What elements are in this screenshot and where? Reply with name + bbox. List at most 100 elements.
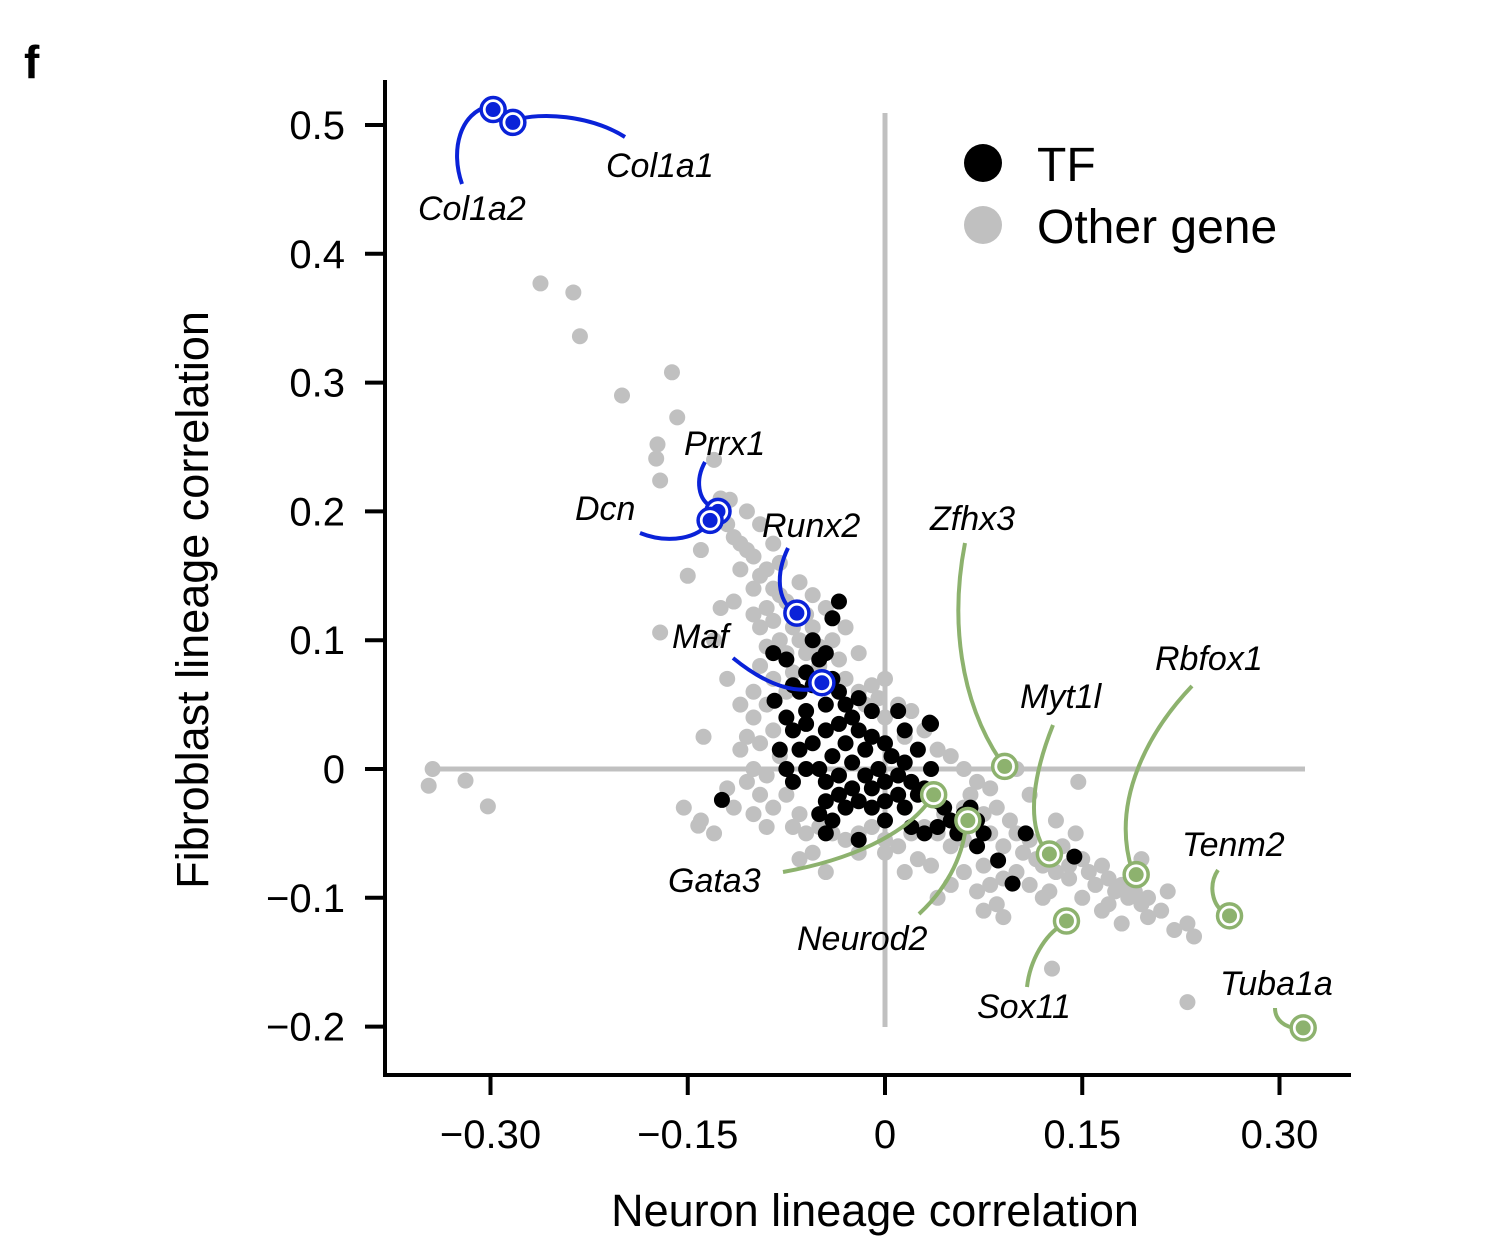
tf-point xyxy=(784,773,801,790)
other-gene-point xyxy=(778,786,795,803)
other-gene-point xyxy=(649,436,666,453)
other-gene-point xyxy=(791,851,808,868)
tf-point xyxy=(969,838,986,855)
other-gene-point xyxy=(1166,922,1183,938)
highlight-point-maf xyxy=(814,675,830,691)
other-gene-point xyxy=(479,798,496,815)
tf-point xyxy=(863,780,880,797)
tf-point xyxy=(778,651,795,668)
tf-point xyxy=(890,786,907,803)
highlighted-gene-markers xyxy=(479,95,1317,1042)
tf-point xyxy=(850,793,867,810)
other-gene-point xyxy=(648,450,665,467)
tf-point xyxy=(765,645,782,662)
gene-label-zfhx3: Zfhx3 xyxy=(929,500,1015,538)
other-gene-point xyxy=(424,761,441,777)
tf-point xyxy=(929,818,946,835)
tf-point xyxy=(850,831,867,848)
highlight-point-zfhx3 xyxy=(997,758,1013,774)
tf-point xyxy=(817,696,834,713)
tf-point xyxy=(817,773,834,790)
x-tick-label: 0 xyxy=(874,1113,896,1157)
tf-point xyxy=(844,780,861,797)
other-gene-point xyxy=(1047,864,1064,881)
other-gene-point xyxy=(692,812,709,829)
other-gene-point xyxy=(1041,883,1058,900)
other-gene-point xyxy=(975,902,992,919)
other-gene-point xyxy=(850,645,867,662)
other-gene-point xyxy=(745,683,762,700)
tf-point xyxy=(863,703,880,720)
other-gene-point xyxy=(877,844,893,861)
gene-label-tenm2: Tenm2 xyxy=(1182,826,1285,864)
y-tick-label: 0.5 xyxy=(289,104,345,148)
other-gene-point xyxy=(975,857,992,874)
other-gene-point xyxy=(1044,960,1061,977)
tf-point xyxy=(844,754,861,771)
other-gene-point xyxy=(1093,857,1110,874)
other-gene-point xyxy=(457,772,474,789)
other-gene-point xyxy=(752,735,769,752)
other-gene-point xyxy=(791,574,808,591)
other-gene-point xyxy=(1140,889,1156,906)
other-gene-point xyxy=(863,677,880,694)
tf-point xyxy=(863,728,880,745)
other-gene-point xyxy=(758,600,775,616)
other-gene-point xyxy=(1100,896,1117,913)
other-gene-point xyxy=(1140,909,1156,926)
other-gene-point xyxy=(706,451,723,468)
highlight-point-tuba1a xyxy=(1295,1020,1311,1036)
tf-point xyxy=(817,825,834,842)
tf-point xyxy=(844,709,861,726)
highlight-point-col1a1 xyxy=(505,114,521,130)
other-gene-point xyxy=(614,387,630,404)
other-gene-point xyxy=(955,761,972,777)
gene-label-col1a1: Col1a1 xyxy=(606,147,714,185)
tf-point xyxy=(713,791,730,808)
tf-point xyxy=(804,632,821,649)
gene-label-runx2: Runx2 xyxy=(762,507,860,545)
tf-point xyxy=(784,722,801,739)
tf-point xyxy=(1017,825,1034,842)
gene-label-maf: Maf xyxy=(672,618,732,656)
other-gene-point xyxy=(1159,883,1176,900)
tf-point xyxy=(791,741,808,758)
tf-point xyxy=(896,799,913,816)
tf-point xyxy=(798,703,815,720)
leader-line-myt1l xyxy=(1032,724,1055,852)
tf-point xyxy=(766,692,783,709)
other-gene-point xyxy=(745,709,762,726)
other-gene-point xyxy=(877,670,893,687)
gene-labels: Col1a2 Col1a1 Prrx1 Dcn Runx2 Maf Zfhx3 Gata3 Ne… xyxy=(418,147,1333,1026)
highlight-point-myt1l xyxy=(1041,846,1057,862)
other-gene-point xyxy=(663,364,680,381)
leader-line-col1a1 xyxy=(515,114,627,139)
other-gene-point xyxy=(1179,915,1196,932)
tf-point xyxy=(811,761,828,777)
tf-point xyxy=(850,722,867,739)
other-gene-point xyxy=(725,593,742,610)
other-gene-point xyxy=(784,664,801,681)
y-tick-label: −0.1 xyxy=(266,877,345,921)
other-gene-point xyxy=(745,761,762,777)
gene-label-rbfox1: Rbfox1 xyxy=(1155,640,1263,678)
other-gene-point xyxy=(1061,870,1078,887)
other-gene-point xyxy=(565,284,582,301)
other-gene-point xyxy=(1080,864,1097,881)
legend: TF Other gene xyxy=(964,139,1277,254)
other-gene-point xyxy=(1153,902,1170,919)
other-gene-point xyxy=(725,799,742,816)
highlight-point-dcn xyxy=(702,512,718,528)
other-gene-point xyxy=(955,864,972,881)
other-gene-point xyxy=(679,567,696,584)
highlight-point-gata3 xyxy=(926,787,942,803)
other-gene-point xyxy=(758,561,775,578)
tf-point xyxy=(830,683,847,700)
other-gene-point xyxy=(706,825,723,842)
other-gene-point xyxy=(995,909,1012,926)
gene-label-sox11: Sox11 xyxy=(977,988,1071,1026)
leader-line-maf xyxy=(731,656,819,692)
tf-point xyxy=(817,793,834,810)
other-gene-point xyxy=(995,838,1012,855)
